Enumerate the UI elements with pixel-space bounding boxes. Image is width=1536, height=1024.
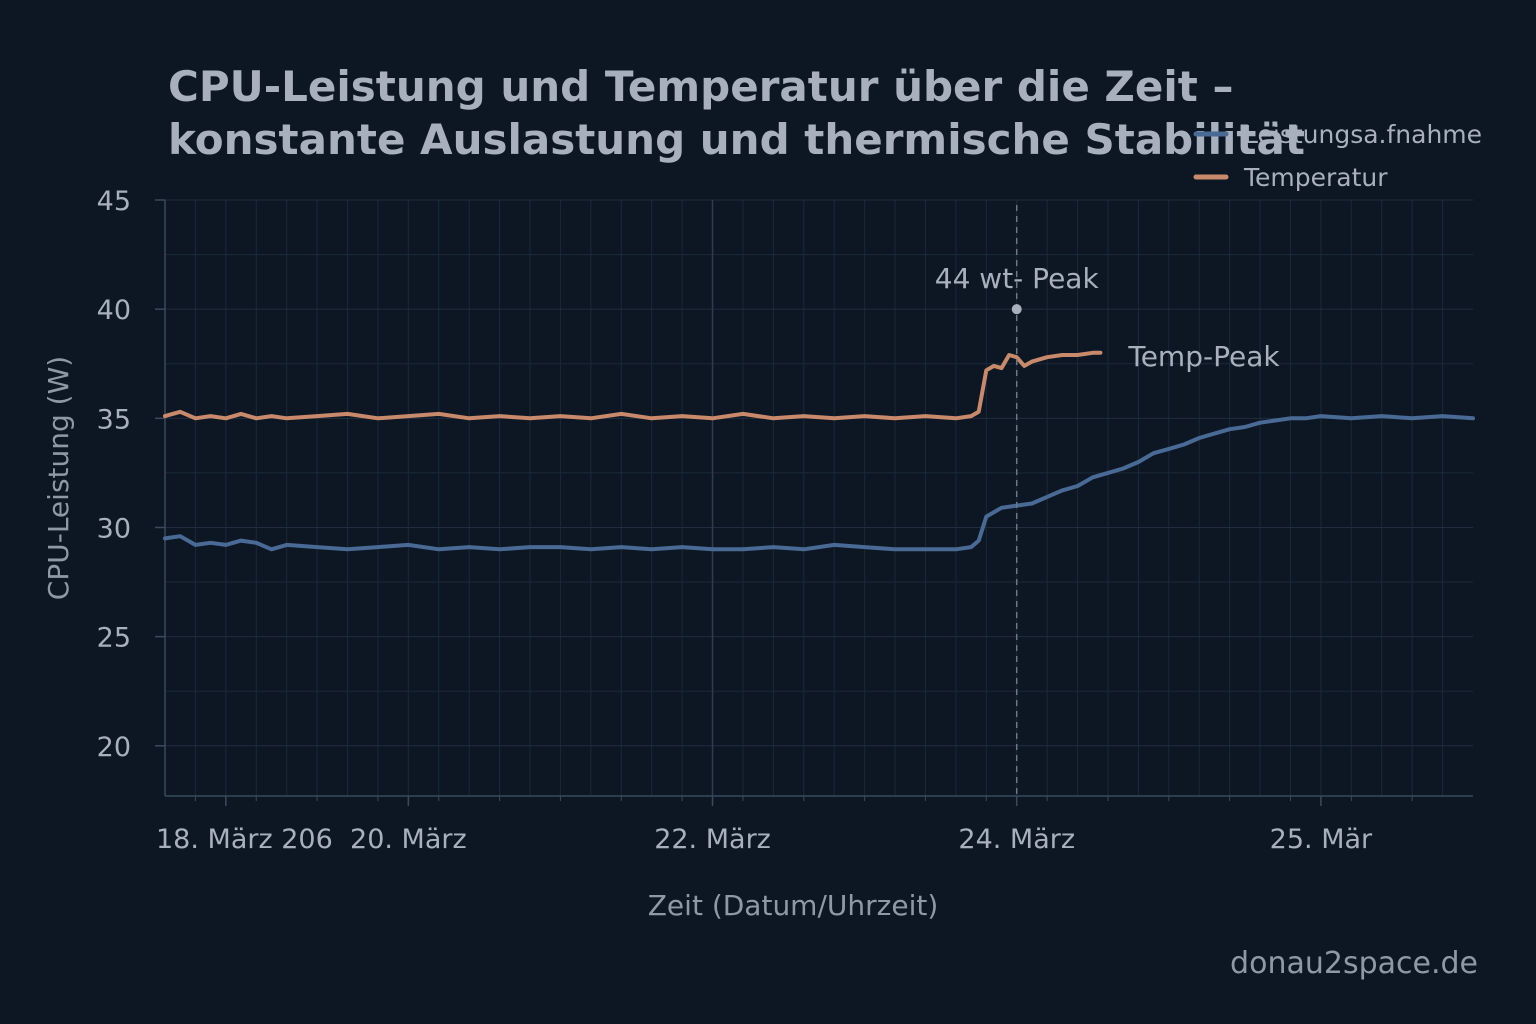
legend-label-power: Leistungsa.fnahme [1244,120,1482,149]
chart-title-line-2: konstante Auslastung und thermische Stab… [168,115,1305,164]
legend-label-temperature: Temperatur [1243,163,1388,192]
x-tick-labels: 18. März 206 20. März 22. März 24. März 25. … [156,824,1373,855]
x-tick-label: 24. März [958,824,1075,855]
y-tick-label: 35 [97,404,131,435]
legend: Leistungsa.fnahme Temperatur [1193,120,1482,192]
x-tick-label: 25. Mär [1270,824,1373,855]
series-lines [163,350,1475,552]
series-line-power [163,414,1475,552]
y-tick-label: 40 [97,295,131,326]
credit-text: donau2space.de [1230,946,1478,981]
temp-peak-annotation-label: Temp-Peak [1127,340,1280,373]
y-tick-label: 45 [97,186,131,217]
series-line-temperature [163,350,1103,421]
x-tick-label: 22. März [654,824,771,855]
y-tick-label: 20 [97,732,131,763]
x-axis-label: Zeit (Datum/Uhrzeit) [648,889,939,922]
x-tick-label: 20. März [350,824,467,855]
chart-title-line-1: CPU-Leistung und Temperatur über die Zei… [168,62,1233,111]
x-tick-label: 18. März 206 [156,824,333,855]
y-tick-labels: 20 25 30 35 40 45 [97,186,131,763]
plot-axes [155,199,1473,806]
peak-marker-dot [1011,304,1022,315]
peak-annotation-label: 44 wt- Peak [935,262,1100,295]
y-tick-label: 30 [97,513,131,544]
y-tick-label: 25 [97,623,131,654]
annotations: 44 wt- Peak Temp-Peak [935,205,1280,796]
plot-grid [165,199,1473,796]
y-axis-label: CPU-Leistung (W) [42,356,75,600]
